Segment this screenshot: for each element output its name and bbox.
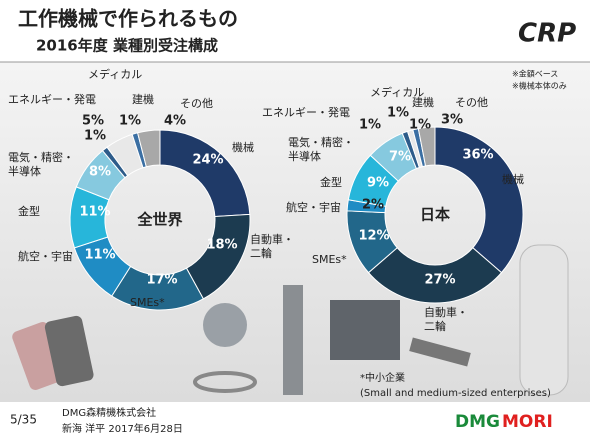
footnote: (Small and medium-sized enterprises) [360, 388, 551, 399]
category-label: 航空・宇宙 [286, 200, 341, 214]
subtitle: 2016年度 業種別受注構成 [36, 37, 218, 55]
value-label: 24% [192, 153, 223, 168]
value-label: 1% [387, 106, 409, 121]
category-label: 航空・宇宙 [18, 249, 73, 263]
value-label: 1% [359, 118, 381, 133]
brand: DMG [455, 412, 500, 432]
category-label: 建機 [412, 95, 434, 109]
chart-center-title: 全世界 [136, 211, 182, 229]
value-label: 27% [424, 273, 455, 288]
donut-segment [137, 129, 161, 168]
category-label: 電気・精密・ [8, 150, 74, 164]
company: DMG森精機株式会社 [62, 406, 156, 419]
category-label: 半導体 [8, 164, 41, 178]
value-label: 7% [389, 150, 411, 165]
title: 工作機械で作られるもの [18, 7, 238, 31]
value-label: 1% [119, 114, 141, 129]
value-label: 2% [362, 198, 384, 213]
value-label: 11% [79, 205, 110, 220]
category-label: メディカル [88, 67, 142, 81]
category-label: 金型 [18, 204, 40, 218]
brand: MORI [502, 412, 553, 432]
category-label: 二輪 [424, 319, 446, 333]
footer-band [0, 402, 590, 440]
category-label: 機械 [232, 140, 254, 154]
category-label: エネルギー・発電 [8, 92, 96, 106]
category-label: SMEs* [130, 296, 165, 309]
value-label: 1% [409, 118, 431, 133]
category-label: 半導体 [288, 149, 321, 163]
value-label: 3% [441, 113, 463, 128]
category-label: 自動車・ [424, 305, 468, 319]
value-label: 11% [84, 248, 115, 263]
value-label: 9% [367, 176, 389, 191]
category-label: 建機 [132, 92, 154, 106]
author-date: 新海 洋平 2017年6月28日 [62, 422, 183, 435]
value-label: 17% [146, 273, 177, 288]
logo: CRP [518, 19, 576, 49]
value-label: 18% [206, 238, 237, 253]
value-label: 12% [358, 229, 389, 244]
category-label: 金型 [320, 175, 342, 189]
value-label: 1% [84, 129, 106, 144]
category-label: 自動車・ [250, 232, 294, 246]
category-label: その他 [455, 96, 488, 109]
category-label: 機械 [502, 172, 524, 186]
category-label: その他 [180, 97, 213, 110]
category-label: 二輪 [250, 246, 272, 260]
donut-segment [417, 126, 436, 167]
donut-segment [434, 126, 524, 274]
value-label: 8% [89, 165, 111, 180]
donut-segment [367, 247, 503, 304]
category-label: メディカル [370, 85, 424, 99]
footnote: *中小企業 [360, 371, 405, 384]
chart-center-title: 日本 [420, 206, 450, 224]
note: ※金額ベース [512, 69, 558, 79]
category-label: 電気・精密・ [288, 135, 354, 149]
product-images [12, 244, 569, 396]
category-label: エネルギー・発電 [262, 105, 350, 119]
page-number: 5/35 [10, 413, 37, 427]
value-label: 5% [82, 114, 104, 129]
value-label: 4% [164, 114, 186, 129]
value-label: 36% [462, 148, 493, 163]
category-label: SMEs* [312, 253, 347, 266]
note: ※機械本体のみ [512, 81, 567, 91]
